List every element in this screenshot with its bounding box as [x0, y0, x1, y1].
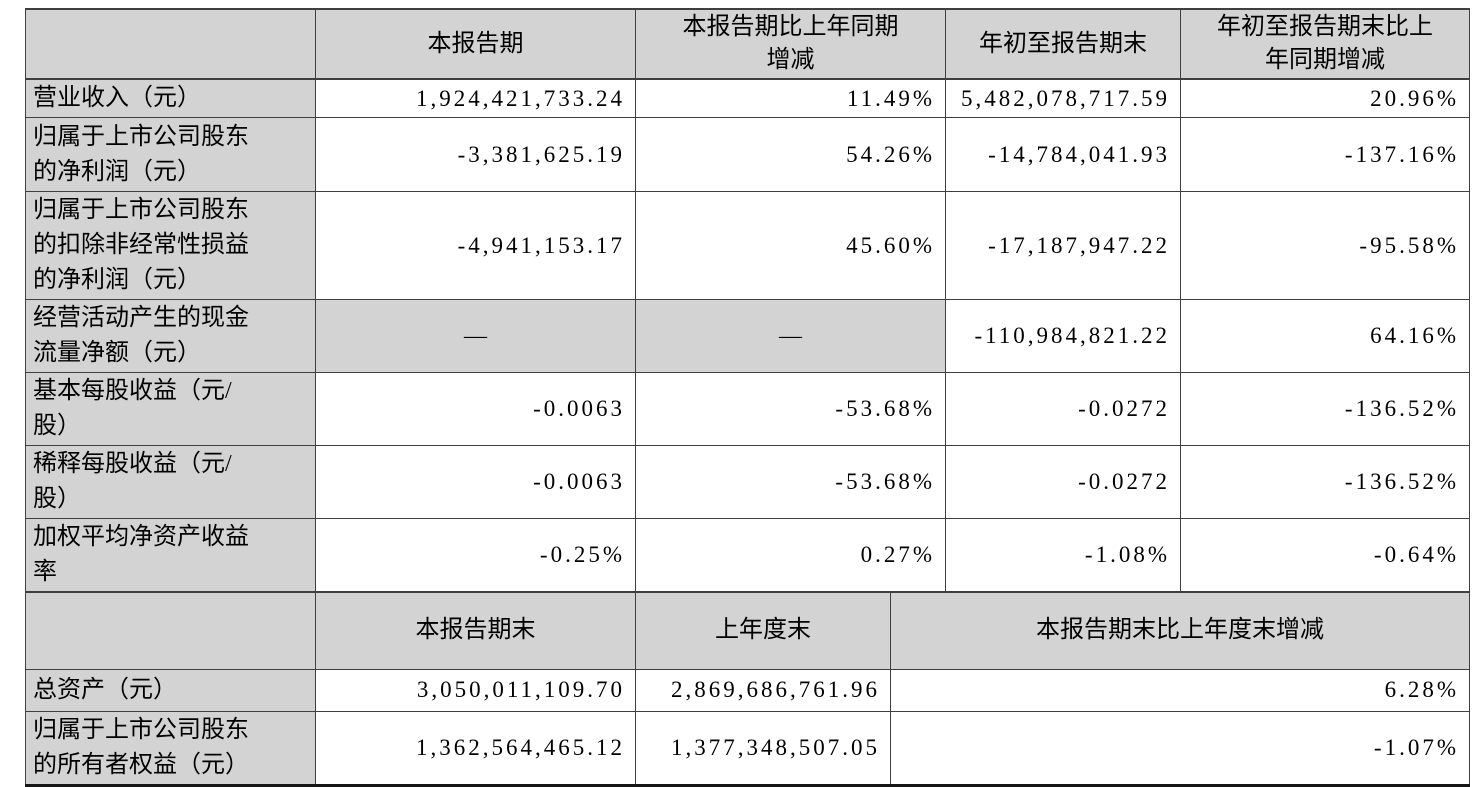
value-cell: -0.64%: [1180, 518, 1470, 591]
value-cell: -0.0063: [315, 445, 636, 519]
row-label: 总资产（元）: [25, 668, 316, 712]
table-row: 归属于上市公司股东 的扣除非经常性损益 的净利润（元） -4,941,153.17…: [25, 191, 1470, 300]
table-row: 稀释每股收益（元/ 股） -0.0063 -53.68% -0.0272 -136.52…: [25, 445, 1470, 519]
value-cell: -137.16%: [1180, 117, 1470, 192]
table-row: 营业收入（元） 1,924,421,733.24 11.49% 5,482,078,7…: [25, 78, 1470, 118]
value-cell: -0.0272: [945, 445, 1181, 519]
value-cell: -0.0063: [315, 372, 636, 446]
value-cell: -53.68%: [635, 372, 946, 446]
row-label: 基本每股收益（元/ 股）: [25, 372, 316, 446]
column-header: 本报告期比上年同期 增减: [635, 8, 946, 80]
table-row: 归属于上市公司股东 的所有者权益（元） 1,362,564,465.12 1,377…: [25, 710, 1470, 787]
row-label: 归属于上市公司股东 的扣除非经常性损益 的净利润（元）: [25, 191, 316, 300]
value-cell: -0.0272: [945, 372, 1181, 446]
corner-cell: [25, 591, 316, 670]
row-label: 经营活动产生的现金 流量净额（元）: [25, 299, 316, 373]
value-cell: -53.68%: [635, 445, 946, 519]
value-cell: 1,362,564,465.12: [315, 710, 636, 787]
value-cell: -136.52%: [1180, 372, 1470, 446]
table-row: 归属于上市公司股东 的净利润（元） -3,381,625.19 54.26% -14,…: [25, 117, 1470, 192]
value-cell: 3,050,011,109.70: [315, 668, 636, 712]
value-cell: 0.27%: [635, 518, 946, 591]
row-label: 归属于上市公司股东 的所有者权益（元）: [25, 710, 316, 787]
value-cell: 6.28%: [890, 668, 1470, 712]
column-header: 本报告期末比上年度末增减: [890, 591, 1470, 670]
table-row: 基本每股收益（元/ 股） -0.0063 -53.68% -0.0272 -136.52…: [25, 372, 1470, 446]
column-header: 本报告期: [315, 8, 636, 80]
column-header: 年初至报告期末比上 年同期增减: [1180, 8, 1470, 80]
value-cell: 11.49%: [635, 78, 946, 118]
value-cell: -14,784,041.93: [945, 117, 1181, 192]
value-cell: 45.60%: [635, 191, 946, 300]
period-metrics-header: 本报告期 本报告期比上年同期 增减 年初至报告期末 年初至报告期末比上 年同期增减: [25, 8, 1470, 80]
column-header: 本报告期末: [315, 591, 636, 670]
period-end-metrics-header: 本报告期末 上年度末 本报告期末比上年度末增减: [25, 591, 1470, 670]
financial-summary: 本报告期 本报告期比上年同期 增减 年初至报告期末 年初至报告期末比上 年同期增减 营…: [25, 8, 1470, 787]
row-label: 稀释每股收益（元/ 股）: [25, 445, 316, 519]
period-metrics-body: 营业收入（元） 1,924,421,733.24 11.49% 5,482,078,7…: [25, 78, 1470, 591]
header-row: 本报告期末 上年度末 本报告期末比上年度末增减: [25, 591, 1470, 670]
value-cell: 1,377,348,507.05: [635, 710, 891, 787]
value-cell: 5,482,078,717.59: [945, 78, 1181, 118]
row-label: 加权平均净资产收益 率: [25, 518, 316, 591]
value-cell: -0.25%: [315, 518, 636, 591]
empty-value-cell: —: [315, 299, 636, 373]
row-label: 归属于上市公司股东 的净利润（元）: [25, 117, 316, 192]
value-cell: 1,924,421,733.24: [315, 78, 636, 118]
period-end-metrics-table: 本报告期末 上年度末 本报告期末比上年度末增减 总资产（元） 3,050,011,10…: [25, 591, 1470, 787]
table-row: 经营活动产生的现金 流量净额（元） — — -110,984,821.22 64.16%: [25, 299, 1470, 373]
empty-value-cell: —: [635, 299, 946, 373]
value-cell: 64.16%: [1180, 299, 1470, 373]
period-metrics-table: 本报告期 本报告期比上年同期 增减 年初至报告期末 年初至报告期末比上 年同期增减 营…: [25, 8, 1470, 591]
value-cell: -3,381,625.19: [315, 117, 636, 192]
table-row: 加权平均净资产收益 率 -0.25% 0.27% -1.08% -0.64%: [25, 518, 1470, 591]
value-cell: -1.08%: [945, 518, 1181, 591]
value-cell: -110,984,821.22: [945, 299, 1181, 373]
value-cell: 2,869,686,761.96: [635, 668, 891, 712]
column-header: 上年度末: [635, 591, 891, 670]
corner-cell: [25, 8, 316, 80]
value-cell: -136.52%: [1180, 445, 1470, 519]
header-row: 本报告期 本报告期比上年同期 增减 年初至报告期末 年初至报告期末比上 年同期增减: [25, 8, 1470, 80]
value-cell: -95.58%: [1180, 191, 1470, 300]
value-cell: -4,941,153.17: [315, 191, 636, 300]
value-cell: -1.07%: [890, 710, 1470, 787]
table-row: 总资产（元） 3,050,011,109.70 2,869,686,761.96 6.…: [25, 668, 1470, 712]
period-end-metrics-body: 总资产（元） 3,050,011,109.70 2,869,686,761.96 6.…: [25, 668, 1470, 787]
value-cell: 20.96%: [1180, 78, 1470, 118]
value-cell: 54.26%: [635, 117, 946, 192]
column-header: 年初至报告期末: [945, 8, 1181, 80]
row-label: 营业收入（元）: [25, 78, 316, 118]
value-cell: -17,187,947.22: [945, 191, 1181, 300]
